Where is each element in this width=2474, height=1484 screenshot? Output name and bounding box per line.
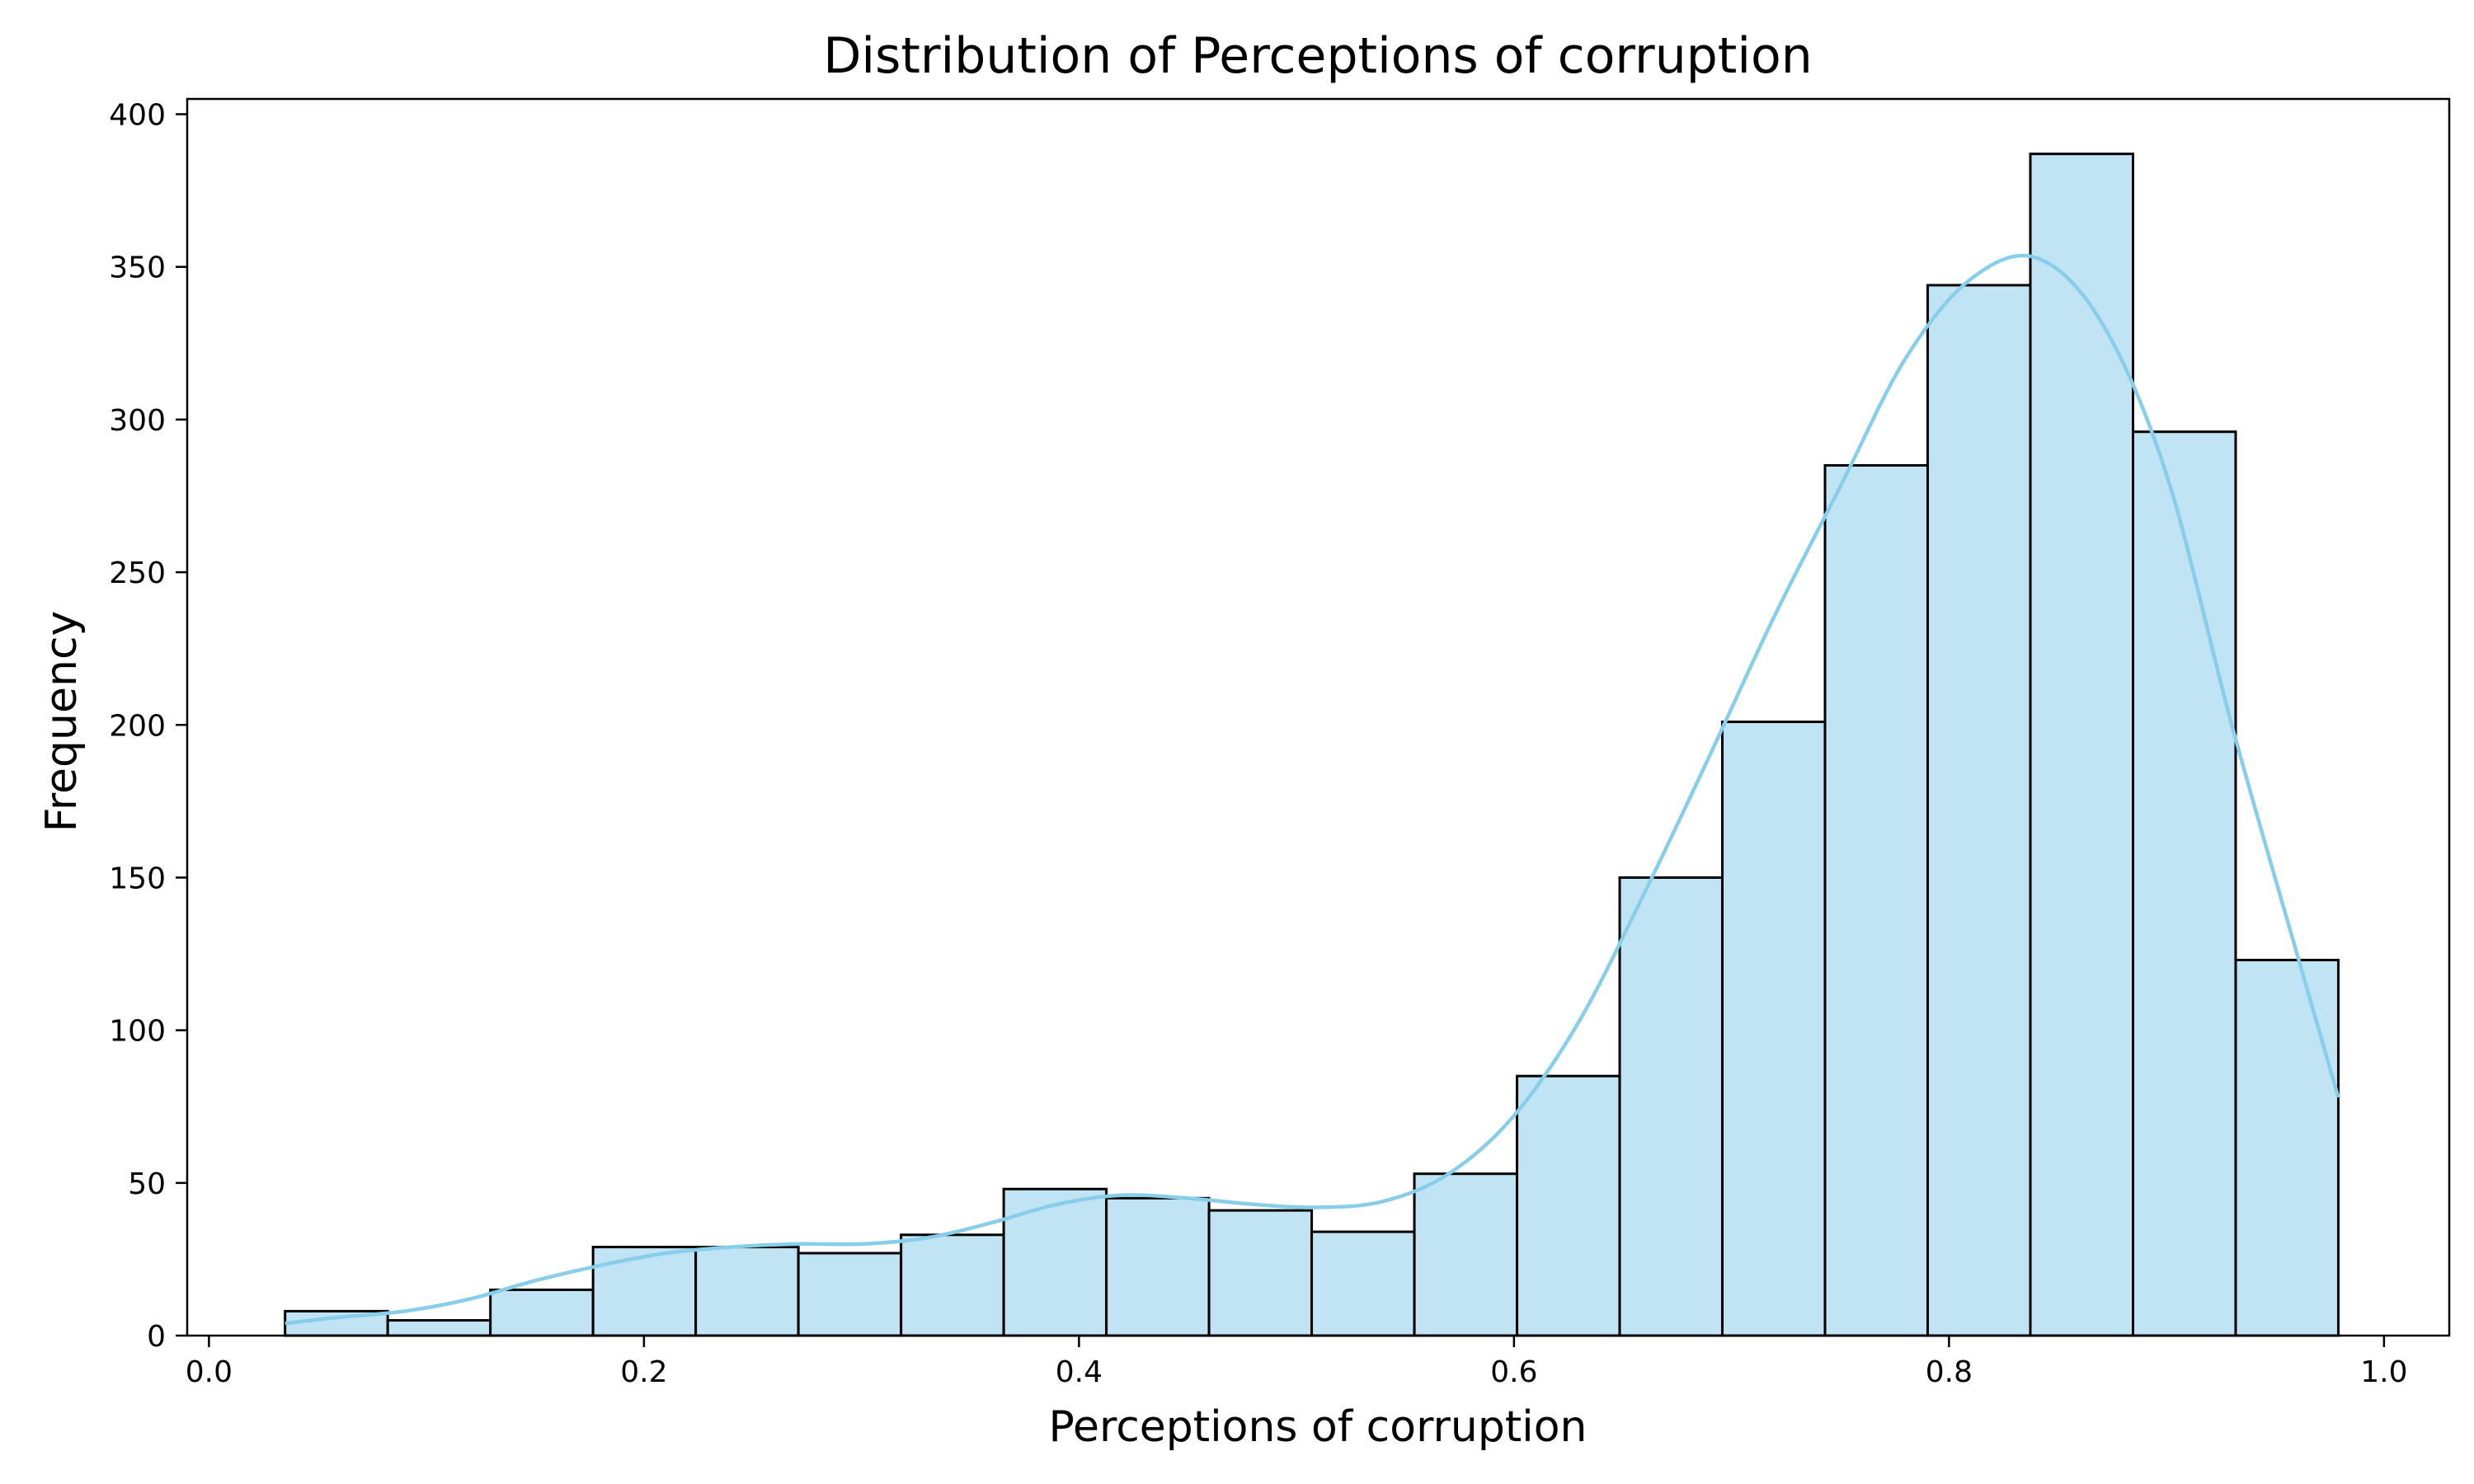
x-tick-label: 0.4 [1056, 1355, 1103, 1389]
histogram-bar [1618, 876, 1724, 1337]
plot-area-frame [186, 97, 2451, 1337]
histogram-bar [1105, 1196, 1211, 1337]
y-tick-label: 350 [109, 251, 166, 285]
histogram-bar [694, 1246, 800, 1337]
kde-curve [285, 253, 2340, 1326]
histogram-bar [1207, 1209, 1314, 1337]
y-axis-ticks: 0 50 100 150 200 250 300 350 400 [109, 99, 187, 1354]
histogram-bar [591, 1246, 698, 1337]
histogram-bar [1926, 284, 2032, 1337]
x-tick-label: 0.6 [1490, 1355, 1537, 1389]
y-tick-label: 150 [109, 862, 166, 895]
histogram-bar [1823, 463, 1930, 1337]
histogram-bar [489, 1288, 595, 1337]
histogram-bar [1721, 721, 1827, 1337]
y-tick-label: 400 [109, 99, 166, 133]
histogram-bar [2234, 958, 2340, 1337]
y-tick-label: 50 [128, 1167, 166, 1201]
histogram-bar [900, 1233, 1005, 1337]
y-tick-label: 100 [109, 1015, 166, 1049]
x-tick-label: 0.8 [1926, 1355, 1973, 1389]
histogram-bar [2029, 153, 2135, 1337]
y-tick-label: 0 [147, 1320, 166, 1354]
histogram-bar [1413, 1172, 1519, 1337]
x-tick-label: 0.0 [186, 1355, 233, 1389]
x-tick-label: 0.2 [620, 1355, 667, 1389]
x-tick-label: 1.0 [2360, 1355, 2407, 1389]
y-axis-label: Frequency [37, 611, 87, 833]
histogram-bar [1002, 1187, 1108, 1337]
y-tick-label: 250 [109, 556, 166, 590]
y-tick-label: 300 [109, 404, 166, 438]
chart-title: Distribution of Perceptions of corruptio… [823, 27, 1813, 85]
histogram-bar [386, 1318, 492, 1337]
histogram-bars [284, 153, 2340, 1337]
histogram-bar [2132, 430, 2237, 1337]
x-axis-label: Perceptions of corruption [1048, 1402, 1587, 1452]
histogram-bar [1516, 1074, 1621, 1337]
x-axis-ticks: 0.0 0.2 0.4 0.6 0.8 1.0 [186, 1336, 2408, 1389]
histogram-bar [797, 1252, 903, 1337]
histogram-bar [1310, 1230, 1416, 1337]
y-tick-label: 200 [109, 709, 166, 743]
